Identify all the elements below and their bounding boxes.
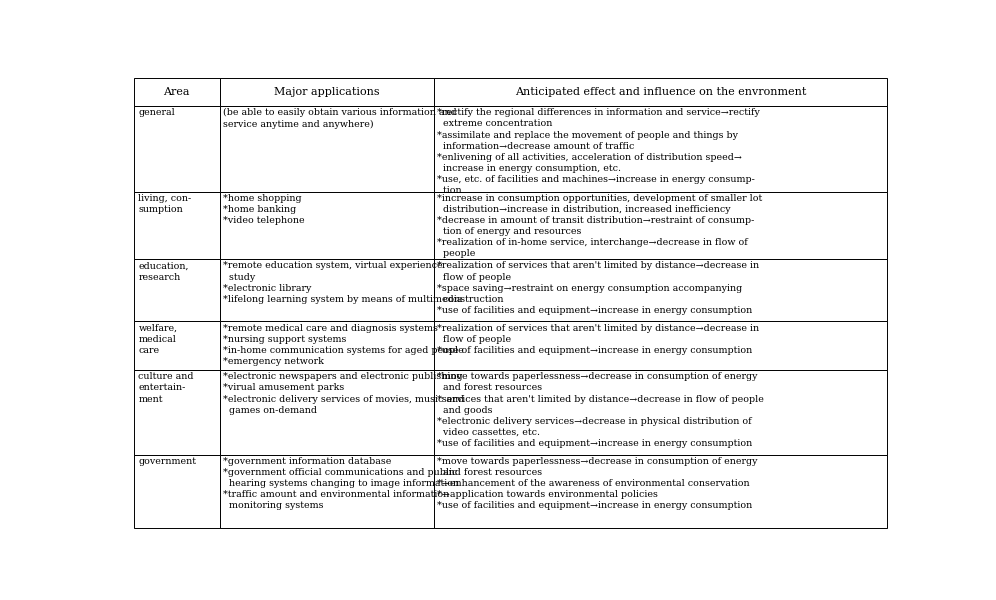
Bar (220, 106, 433, 191)
Text: *electronic newspapers and electronic publishing
*virual amusement parks
*electr: *electronic newspapers and electronic pu… (223, 373, 464, 415)
Text: *move towards paperlessness→decrease in consumption of energy
  and forest resou: *move towards paperlessness→decrease in … (436, 457, 757, 510)
Bar (433, 77, 887, 106)
Bar (433, 455, 887, 529)
Bar (220, 259, 433, 322)
Bar (433, 191, 887, 259)
Text: *increase in consumption opportunities, development of smaller lot
  distributio: *increase in consumption opportunities, … (436, 194, 762, 259)
Text: *realization of services that aren't limited by distance→decrease in
  flow of p: *realization of services that aren't lim… (436, 324, 759, 355)
Bar (433, 106, 887, 191)
Bar (220, 322, 433, 370)
Bar (220, 191, 433, 259)
Bar (133, 106, 220, 191)
Text: welfare,
medical
care: welfare, medical care (138, 324, 177, 355)
Text: general: general (138, 109, 175, 118)
Text: education,
research: education, research (138, 262, 189, 281)
Bar (133, 370, 220, 455)
Text: Anticipated effect and influence on the envronment: Anticipated effect and influence on the … (515, 87, 806, 97)
Text: Area: Area (163, 87, 190, 97)
Bar (220, 455, 433, 529)
Text: living, con-
sumption: living, con- sumption (138, 194, 191, 214)
Text: *realization of services that aren't limited by distance→decrease in
  flow of p: *realization of services that aren't lim… (436, 262, 759, 315)
Text: government: government (138, 457, 196, 466)
Bar (133, 455, 220, 529)
Text: *remote medical care and diagnosis systems
*nursing support systems
*in-home com: *remote medical care and diagnosis syste… (223, 324, 463, 366)
Text: *move towards paperlessness→decrease in consumption of energy
  and forest resou: *move towards paperlessness→decrease in … (436, 373, 764, 448)
Bar (133, 259, 220, 322)
Bar (433, 322, 887, 370)
Text: *remote education system, virtual experience
  study
*electronic library
*lifelo: *remote education system, virtual experi… (223, 262, 462, 304)
Text: (be able to easily obtain various information and
service anytime and anywhere): (be able to easily obtain various inform… (223, 109, 456, 129)
Bar (220, 77, 433, 106)
Bar (433, 370, 887, 455)
Bar (133, 77, 220, 106)
Text: Major applications: Major applications (274, 87, 379, 97)
Bar (133, 191, 220, 259)
Bar (133, 322, 220, 370)
Text: *home shopping
*home banking
*video telephone: *home shopping *home banking *video tele… (223, 194, 305, 225)
Text: culture and
entertain-
ment: culture and entertain- ment (138, 373, 194, 404)
Bar (220, 370, 433, 455)
Bar (433, 259, 887, 322)
Text: *government information database
*government official communications and public
: *government information database *govern… (223, 457, 459, 510)
Text: *rectify the regional differences in information and service→rectify
  extreme c: *rectify the regional differences in inf… (436, 109, 760, 195)
